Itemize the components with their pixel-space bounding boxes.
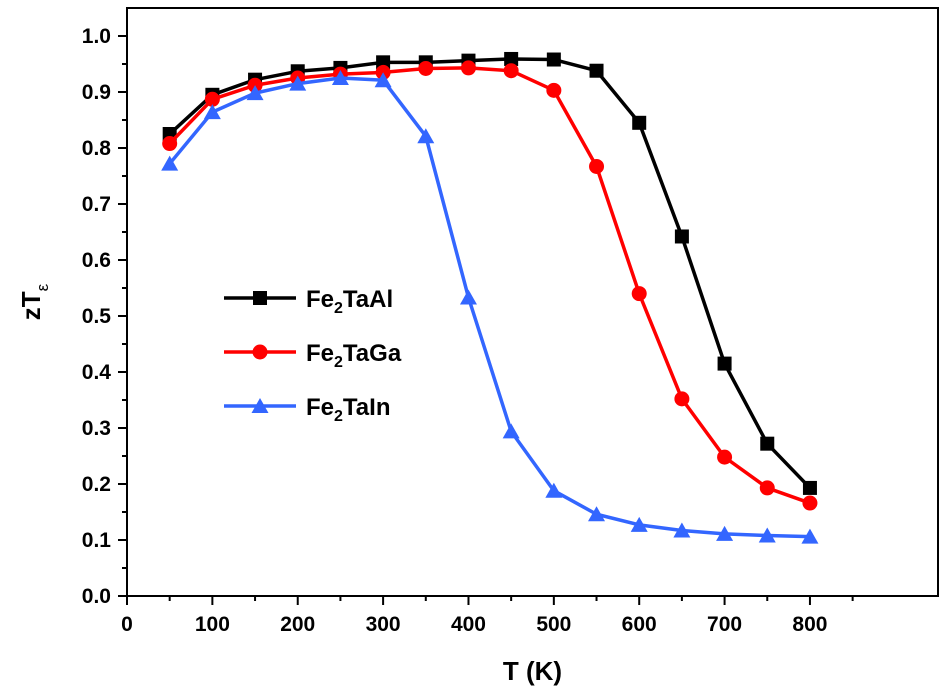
y-tick-label: 0.2 [82, 473, 111, 496]
legend: Fe2TaAl Fe2TaGa Fe2TaIn [224, 286, 402, 425]
data-point-fe2taga [204, 91, 220, 107]
x-tick-label: 800 [792, 613, 827, 636]
data-point-fe2tain [203, 104, 221, 120]
data-point-fe2taal [674, 229, 689, 244]
legend-label: Fe2TaIn [306, 394, 390, 425]
data-point-fe2tain [545, 482, 563, 498]
data-point-fe2taga [802, 495, 818, 511]
legend-marker [251, 398, 269, 413]
legend-label: Fe2TaGa [306, 340, 402, 371]
y-tick-label: 0.3 [82, 417, 111, 440]
plot-frame [126, 7, 939, 597]
y-tick-label: 0.5 [82, 305, 112, 328]
data-point-fe2tain [673, 522, 691, 538]
data-point-fe2tain [801, 528, 819, 544]
y-axis-title-main: zT [16, 291, 46, 320]
y-axis-title-sub: ε [33, 283, 52, 291]
x-tick-label: 700 [707, 613, 742, 636]
y-tick-label: 0.6 [82, 249, 111, 272]
plot-area [161, 51, 819, 544]
data-point-fe2taal [589, 63, 604, 78]
legend-marker [252, 344, 268, 360]
data-point-fe2taal [717, 356, 732, 371]
data-point-fe2tain [758, 527, 776, 543]
series-line-fe2taga [168, 66, 811, 505]
legend-label: Fe2TaAl [306, 286, 393, 317]
data-point-fe2taga [589, 158, 605, 174]
x-tick-label: 400 [451, 613, 486, 636]
data-point-fe2taga [717, 449, 733, 465]
data-point-fe2taal [632, 115, 647, 130]
y-tick-label: 0.8 [82, 137, 112, 160]
y-tick-label: 1.0 [82, 25, 111, 48]
data-point-fe2taga [546, 82, 562, 98]
data-point-fe2taal [760, 436, 775, 451]
data-point-fe2taal [504, 51, 519, 66]
x-tick-label: 300 [366, 613, 401, 636]
y-axis-title: zTε [16, 283, 52, 320]
series-line-fe2tain [168, 76, 810, 539]
data-point-fe2tain [417, 128, 435, 144]
data-point-fe2taal [802, 480, 817, 495]
axes: 0 100 200 300 400 500 600 700 800 0.0 0.1 0.2 0.3 0.4… [82, 7, 939, 636]
data-point-fe2tain [502, 423, 520, 439]
data-point-fe2tain [459, 289, 477, 305]
x-axis-title: T (K) [503, 656, 562, 686]
data-point-fe2tain [374, 72, 392, 88]
data-point-fe2taga [503, 63, 519, 79]
data-point-fe2taga [460, 60, 476, 76]
data-point-fe2taga [631, 286, 647, 302]
data-point-fe2taga [418, 60, 434, 76]
data-point-fe2taal [546, 52, 561, 67]
y-tick-label: 0.0 [82, 585, 111, 608]
y-tick-label: 0.4 [82, 361, 112, 384]
x-tick-label: 100 [195, 613, 230, 636]
data-point-fe2tain [630, 516, 648, 532]
y-tick-label: 0.7 [82, 193, 111, 216]
data-point-fe2taga [162, 136, 178, 152]
data-point-fe2tain [331, 70, 349, 85]
x-tick-label: 0 [121, 613, 133, 636]
data-point-fe2taga [759, 480, 775, 496]
data-point-fe2taga [674, 391, 690, 407]
y-tick-label: 0.1 [82, 529, 112, 552]
data-point-fe2tain [716, 525, 734, 541]
data-point-fe2tain [289, 75, 307, 91]
legend-marker [253, 291, 267, 305]
data-point-fe2tain [588, 506, 606, 522]
y-tick-label: 0.9 [82, 81, 111, 104]
x-tick-label: 200 [280, 613, 315, 636]
data-point-fe2tain [161, 155, 179, 171]
x-tick-label: 500 [536, 613, 571, 636]
data-point-fe2tain [246, 85, 264, 101]
series-line-fe2taal [168, 57, 812, 490]
x-tick-label: 600 [622, 613, 657, 636]
